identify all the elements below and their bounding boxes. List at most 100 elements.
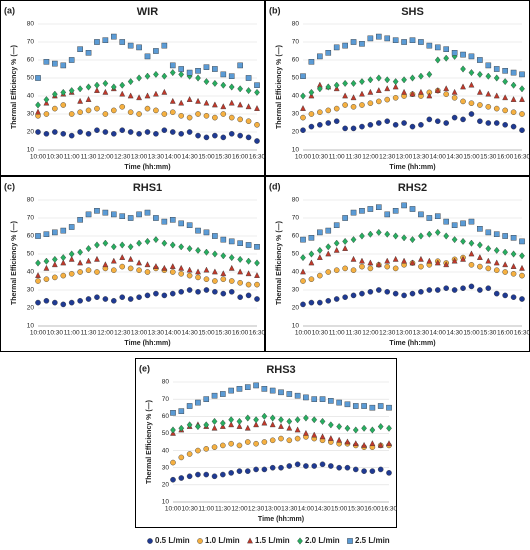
point: [493, 290, 500, 297]
point: [203, 248, 210, 256]
point: [350, 267, 357, 274]
point: [278, 416, 284, 424]
point: [85, 50, 92, 56]
point: [195, 423, 201, 431]
x-tick-label: 10:00: [30, 330, 47, 337]
point: [377, 403, 384, 409]
x-tick-label: 11:00: [329, 330, 345, 337]
point: [211, 392, 218, 399]
point: [300, 236, 306, 243]
point: [144, 209, 151, 216]
x-tick-label: 16:30: [514, 154, 530, 161]
point: [308, 259, 315, 266]
point: [136, 130, 142, 137]
point: [253, 421, 260, 428]
point: [52, 229, 58, 236]
point: [401, 257, 408, 264]
point: [375, 261, 382, 268]
x-tick-label: 11:00: [64, 154, 80, 161]
point: [401, 39, 407, 45]
point: [94, 241, 100, 249]
point: [303, 414, 309, 422]
point: [161, 111, 168, 117]
point: [77, 297, 83, 304]
point: [220, 103, 227, 110]
point: [350, 125, 357, 132]
point: [269, 437, 276, 444]
y-tick-label: 80: [292, 21, 300, 28]
x-tick-label: 16:00: [497, 330, 514, 337]
point: [228, 387, 234, 394]
x-tick-label: 10:30: [312, 154, 329, 161]
point: [375, 74, 382, 82]
point: [333, 44, 340, 51]
point: [144, 269, 151, 275]
point: [111, 267, 117, 274]
point: [327, 421, 334, 429]
point: [350, 79, 357, 87]
point: [119, 263, 126, 270]
point: [384, 263, 391, 270]
point: [178, 408, 185, 414]
x-tick-label: 12:30: [248, 506, 265, 513]
point: [102, 261, 109, 268]
point: [286, 417, 293, 425]
point: [384, 76, 391, 84]
y-axis-label: Thermal Efficiency % (—): [146, 400, 153, 484]
point: [510, 109, 517, 115]
point: [127, 296, 134, 302]
point: [333, 267, 340, 274]
point: [203, 64, 210, 70]
y-axis-label: Thermal Efficiency % (—): [11, 45, 18, 129]
y-tick-label: 80: [292, 197, 300, 204]
point: [485, 245, 492, 253]
point: [510, 69, 517, 76]
point: [51, 261, 58, 268]
point: [245, 75, 252, 81]
point: [336, 436, 343, 443]
point: [236, 386, 243, 392]
panel-label: (d): [269, 181, 281, 191]
y-tick-label: 50: [292, 251, 300, 258]
x-axis-label: Time (hh:mm): [124, 164, 170, 171]
point: [178, 66, 184, 72]
point: [211, 473, 218, 480]
point: [110, 83, 117, 91]
point: [212, 79, 218, 87]
point: [319, 417, 326, 425]
point: [369, 440, 376, 447]
point: [161, 292, 168, 299]
point: [68, 299, 75, 306]
point: [245, 242, 252, 248]
point: [43, 264, 50, 271]
x-tick-label: 15:00: [198, 154, 215, 161]
point: [477, 225, 483, 232]
point: [344, 424, 351, 432]
legend-label: 1.5 L/min: [255, 536, 290, 545]
y-tick-label: 30: [27, 111, 35, 118]
point: [502, 233, 508, 239]
point: [359, 257, 365, 264]
point: [153, 130, 159, 137]
point: [493, 267, 500, 274]
point: [325, 243, 332, 251]
point: [94, 81, 100, 89]
point: [485, 72, 492, 80]
point: [409, 37, 416, 43]
y-tick-label: 10: [292, 323, 300, 330]
point: [261, 412, 268, 420]
y-tick-label: 70: [27, 215, 35, 222]
point: [244, 468, 251, 474]
point: [43, 96, 50, 104]
point: [294, 435, 301, 442]
point: [367, 122, 374, 128]
point: [468, 239, 475, 247]
point: [35, 299, 41, 306]
point: [119, 213, 126, 220]
point: [35, 129, 41, 135]
point: [237, 101, 244, 108]
x-tick-label: 11:30: [346, 154, 362, 161]
point: [311, 416, 318, 424]
point: [245, 270, 252, 277]
x-tick-label: 15:00: [331, 506, 348, 513]
